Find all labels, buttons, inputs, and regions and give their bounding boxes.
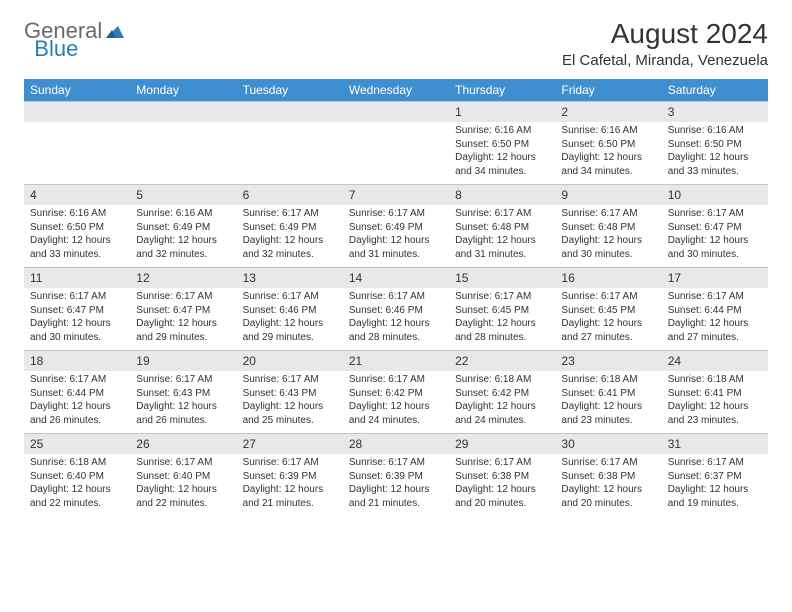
col-wednesday: Wednesday [343,79,449,102]
day-detail-cell: Sunrise: 6:17 AMSunset: 6:44 PMDaylight:… [662,288,768,351]
logo-triangle-icon [106,24,124,43]
calendar-header-row: Sunday Monday Tuesday Wednesday Thursday… [24,79,768,102]
day-detail-cell: Sunrise: 6:17 AMSunset: 6:49 PMDaylight:… [237,205,343,268]
day-detail-cell: Sunrise: 6:17 AMSunset: 6:47 PMDaylight:… [662,205,768,268]
day-detail-cell: Sunrise: 6:18 AMSunset: 6:42 PMDaylight:… [449,371,555,434]
col-thursday: Thursday [449,79,555,102]
day-number-cell: 25 [24,434,130,455]
day-number-cell: 14 [343,268,449,289]
day-detail-cell: Sunrise: 6:17 AMSunset: 6:47 PMDaylight:… [130,288,236,351]
day-detail-cell: Sunrise: 6:17 AMSunset: 6:37 PMDaylight:… [662,454,768,516]
detail-row: Sunrise: 6:17 AMSunset: 6:47 PMDaylight:… [24,288,768,351]
day-number-cell: 10 [662,185,768,206]
day-detail-cell: Sunrise: 6:17 AMSunset: 6:46 PMDaylight:… [343,288,449,351]
day-number-cell: 16 [555,268,661,289]
logo-text-blue: Blue [34,36,78,62]
day-number-cell: 7 [343,185,449,206]
day-number-cell [130,102,236,123]
day-detail-cell [237,122,343,185]
day-detail-cell: Sunrise: 6:17 AMSunset: 6:48 PMDaylight:… [555,205,661,268]
day-number-cell: 5 [130,185,236,206]
day-detail-cell: Sunrise: 6:18 AMSunset: 6:41 PMDaylight:… [662,371,768,434]
col-tuesday: Tuesday [237,79,343,102]
detail-row: Sunrise: 6:16 AMSunset: 6:50 PMDaylight:… [24,122,768,185]
day-number-cell: 9 [555,185,661,206]
day-number-cell: 27 [237,434,343,455]
col-friday: Friday [555,79,661,102]
detail-row: Sunrise: 6:18 AMSunset: 6:40 PMDaylight:… [24,454,768,516]
day-number-cell: 15 [449,268,555,289]
day-detail-cell: Sunrise: 6:18 AMSunset: 6:40 PMDaylight:… [24,454,130,516]
day-detail-cell: Sunrise: 6:16 AMSunset: 6:50 PMDaylight:… [24,205,130,268]
day-number-cell [343,102,449,123]
day-number-cell: 1 [449,102,555,123]
day-number-cell: 23 [555,351,661,372]
day-detail-cell: Sunrise: 6:17 AMSunset: 6:43 PMDaylight:… [130,371,236,434]
day-number-cell [24,102,130,123]
col-saturday: Saturday [662,79,768,102]
detail-row: Sunrise: 6:16 AMSunset: 6:50 PMDaylight:… [24,205,768,268]
day-number-cell: 24 [662,351,768,372]
day-detail-cell: Sunrise: 6:17 AMSunset: 6:45 PMDaylight:… [555,288,661,351]
day-number-cell: 29 [449,434,555,455]
day-number-cell: 30 [555,434,661,455]
title-block: August 2024 El Cafetal, Miranda, Venezue… [562,18,768,69]
day-number-cell: 26 [130,434,236,455]
day-detail-cell: Sunrise: 6:16 AMSunset: 6:50 PMDaylight:… [449,122,555,185]
day-detail-cell: Sunrise: 6:17 AMSunset: 6:39 PMDaylight:… [343,454,449,516]
day-detail-cell [24,122,130,185]
day-number-cell: 11 [24,268,130,289]
day-detail-cell: Sunrise: 6:17 AMSunset: 6:44 PMDaylight:… [24,371,130,434]
day-number-cell: 31 [662,434,768,455]
day-detail-cell: Sunrise: 6:17 AMSunset: 6:43 PMDaylight:… [237,371,343,434]
logo: General Blue [24,18,172,44]
day-detail-cell: Sunrise: 6:17 AMSunset: 6:40 PMDaylight:… [130,454,236,516]
location: El Cafetal, Miranda, Venezuela [562,52,768,69]
day-number-cell: 8 [449,185,555,206]
day-number-cell: 12 [130,268,236,289]
day-detail-cell [130,122,236,185]
day-number-cell: 22 [449,351,555,372]
col-sunday: Sunday [24,79,130,102]
day-detail-cell: Sunrise: 6:17 AMSunset: 6:38 PMDaylight:… [449,454,555,516]
daynum-row: 25262728293031 [24,434,768,455]
day-detail-cell: Sunrise: 6:16 AMSunset: 6:49 PMDaylight:… [130,205,236,268]
day-number-cell: 21 [343,351,449,372]
detail-row: Sunrise: 6:17 AMSunset: 6:44 PMDaylight:… [24,371,768,434]
month-title: August 2024 [562,18,768,50]
calendar-body: 123 Sunrise: 6:16 AMSunset: 6:50 PMDayli… [24,102,768,517]
day-number-cell: 18 [24,351,130,372]
day-detail-cell: Sunrise: 6:17 AMSunset: 6:49 PMDaylight:… [343,205,449,268]
day-detail-cell: Sunrise: 6:17 AMSunset: 6:39 PMDaylight:… [237,454,343,516]
day-number-cell: 6 [237,185,343,206]
day-detail-cell: Sunrise: 6:16 AMSunset: 6:50 PMDaylight:… [555,122,661,185]
daynum-row: 123 [24,102,768,123]
day-number-cell: 2 [555,102,661,123]
day-detail-cell: Sunrise: 6:17 AMSunset: 6:45 PMDaylight:… [449,288,555,351]
daynum-row: 18192021222324 [24,351,768,372]
header: General Blue August 2024 El Cafetal, Mir… [24,18,768,69]
day-detail-cell: Sunrise: 6:16 AMSunset: 6:50 PMDaylight:… [662,122,768,185]
daynum-row: 11121314151617 [24,268,768,289]
day-number-cell: 17 [662,268,768,289]
day-detail-cell [343,122,449,185]
day-number-cell [237,102,343,123]
day-number-cell: 4 [24,185,130,206]
daynum-row: 45678910 [24,185,768,206]
col-monday: Monday [130,79,236,102]
day-detail-cell: Sunrise: 6:17 AMSunset: 6:48 PMDaylight:… [449,205,555,268]
day-number-cell: 3 [662,102,768,123]
day-detail-cell: Sunrise: 6:17 AMSunset: 6:42 PMDaylight:… [343,371,449,434]
day-number-cell: 20 [237,351,343,372]
day-detail-cell: Sunrise: 6:17 AMSunset: 6:38 PMDaylight:… [555,454,661,516]
calendar-table: Sunday Monday Tuesday Wednesday Thursday… [24,79,768,516]
day-detail-cell: Sunrise: 6:17 AMSunset: 6:46 PMDaylight:… [237,288,343,351]
day-number-cell: 19 [130,351,236,372]
day-number-cell: 28 [343,434,449,455]
day-detail-cell: Sunrise: 6:18 AMSunset: 6:41 PMDaylight:… [555,371,661,434]
day-number-cell: 13 [237,268,343,289]
day-detail-cell: Sunrise: 6:17 AMSunset: 6:47 PMDaylight:… [24,288,130,351]
